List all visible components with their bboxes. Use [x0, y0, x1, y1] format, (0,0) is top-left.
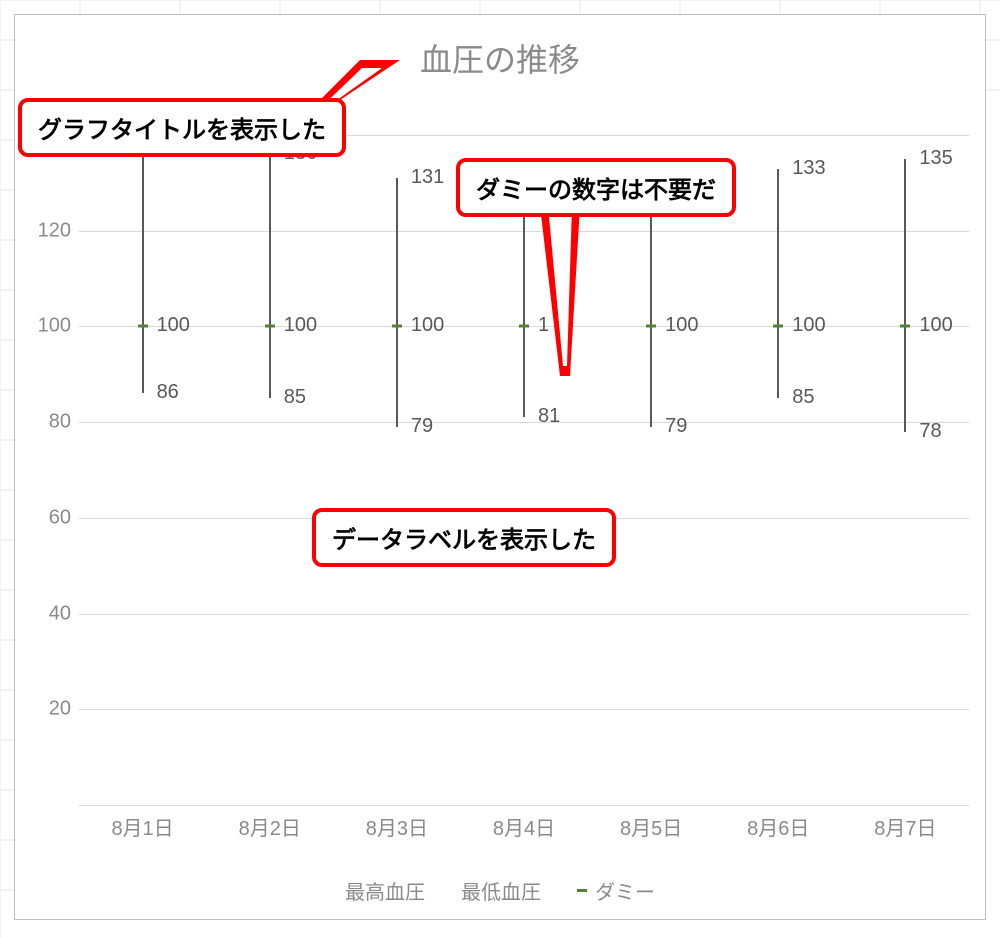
- x-axis-tick-label: 8月6日: [747, 812, 809, 841]
- data-label-dummy[interactable]: 100: [284, 314, 317, 337]
- hilo-line[interactable]: [650, 202, 652, 427]
- legend-label: ダミー: [595, 876, 655, 905]
- y-axis-tick-label: 60: [29, 506, 71, 529]
- data-label-dummy[interactable]: 100: [665, 314, 698, 337]
- gridline: [79, 614, 969, 615]
- data-label-dummy[interactable]: 100: [411, 314, 444, 337]
- legend-item-dummy[interactable]: ダミー: [577, 876, 655, 905]
- x-axis-tick-label: 8月7日: [874, 812, 936, 841]
- hilo-line[interactable]: [269, 154, 271, 398]
- data-label-systolic[interactable]: 135: [919, 147, 952, 170]
- legend[interactable]: 最高血圧 最低血圧 ダミー: [15, 876, 985, 905]
- data-label-diastolic[interactable]: 85: [284, 386, 306, 409]
- x-axis-tick-label: 8月4日: [493, 812, 555, 841]
- x-axis-tick-label: 8月1日: [111, 812, 173, 841]
- legend-label: 最低血圧: [461, 876, 541, 905]
- dummy-marker[interactable]: [519, 325, 529, 328]
- data-label-systolic[interactable]: 133: [792, 157, 825, 180]
- data-label-diastolic[interactable]: 81: [538, 405, 560, 428]
- data-label-diastolic[interactable]: 79: [411, 415, 433, 438]
- x-axis-tick-label: 8月3日: [366, 812, 428, 841]
- legend-item-systolic[interactable]: 最高血圧: [345, 876, 425, 905]
- legend-marker-icon: [577, 889, 587, 892]
- dummy-marker[interactable]: [646, 325, 656, 328]
- dummy-marker[interactable]: [900, 325, 910, 328]
- dummy-marker[interactable]: [265, 325, 275, 328]
- y-axis-tick-label: 20: [29, 698, 71, 721]
- data-label-dummy[interactable]: 100: [157, 314, 190, 337]
- chart-title[interactable]: 血圧の推移: [15, 35, 985, 81]
- x-axis-tick-label: 8月5日: [620, 812, 682, 841]
- callout-text: データラベルを表示した: [332, 527, 596, 554]
- data-label-diastolic[interactable]: 85: [792, 386, 814, 409]
- callout-dummy-unneeded: ダミーの数字は不要だ: [456, 158, 736, 217]
- dummy-marker[interactable]: [392, 325, 402, 328]
- callout-datalabel-shown: データラベルを表示した: [312, 508, 616, 567]
- gridline: [79, 805, 969, 806]
- hilo-line[interactable]: [396, 178, 398, 427]
- callout-text: ダミーの数字は不要だ: [476, 177, 716, 204]
- dummy-marker[interactable]: [773, 325, 783, 328]
- y-axis-tick-label: 120: [29, 219, 71, 242]
- legend-item-diastolic[interactable]: 最低血圧: [461, 876, 541, 905]
- data-label-systolic[interactable]: 131: [411, 166, 444, 189]
- gridline: [79, 422, 969, 423]
- hilo-line[interactable]: [142, 116, 144, 394]
- gridline: [79, 709, 969, 710]
- hilo-line[interactable]: [777, 169, 779, 399]
- data-label-diastolic[interactable]: 78: [919, 420, 941, 443]
- y-axis-tick-label: 100: [29, 315, 71, 338]
- legend-label: 最高血圧: [345, 876, 425, 905]
- callout-text: グラフタイトルを表示した: [38, 117, 326, 144]
- dummy-marker[interactable]: [138, 325, 148, 328]
- hilo-line[interactable]: [904, 159, 906, 432]
- data-label-dummy[interactable]: 100: [792, 314, 825, 337]
- x-axis-tick-label: 8月2日: [239, 812, 301, 841]
- data-label-dummy[interactable]: 100: [919, 314, 952, 337]
- data-label-diastolic[interactable]: 86: [157, 381, 179, 404]
- hilo-line[interactable]: [523, 183, 525, 418]
- data-label-diastolic[interactable]: 79: [665, 415, 687, 438]
- y-axis-tick-label: 80: [29, 411, 71, 434]
- callout-tail-icon: [540, 206, 640, 386]
- plot-area[interactable]: 204060801001201408月1日144861008月2日1368510…: [79, 135, 969, 805]
- y-axis-tick-label: 40: [29, 602, 71, 625]
- callout-title-shown: グラフタイトルを表示した: [18, 98, 346, 157]
